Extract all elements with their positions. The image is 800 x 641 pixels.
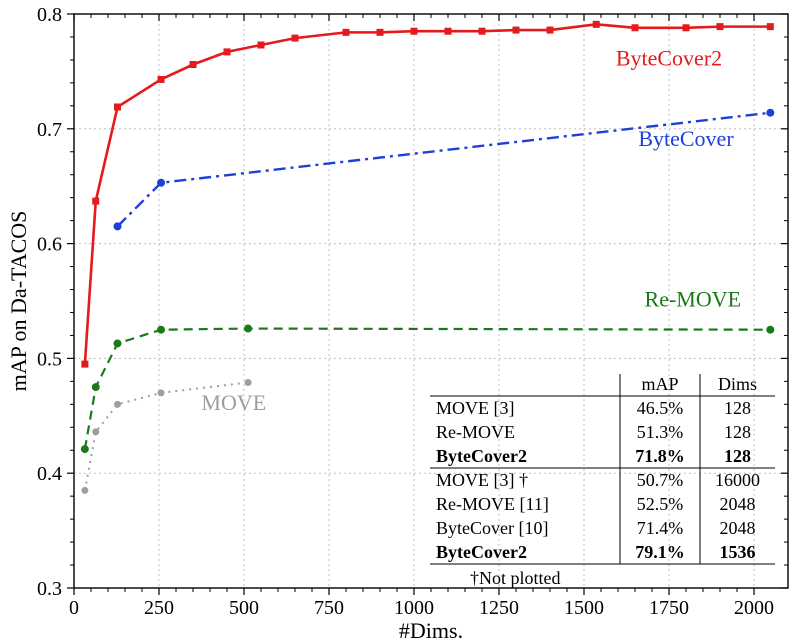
chart-container: 0 250 500 750 1000 1250 1500 1750 2000 0.3 0.4 0.5 0… (0, 0, 800, 641)
svg-text:0.7: 0.7 (37, 119, 62, 141)
marker (767, 24, 773, 30)
marker (92, 384, 99, 391)
table-cell: Re-MOVE (436, 422, 515, 442)
svg-text:500: 500 (229, 597, 259, 619)
table-cell: MOVE [3] † (436, 470, 528, 490)
series-label-Re-MOVE: Re-MOVE (645, 287, 742, 312)
marker (411, 28, 417, 34)
series-label-ByteCover: ByteCover (638, 126, 734, 151)
marker (81, 446, 88, 453)
table-cell: ByteCover [10] (436, 518, 548, 538)
table-cell: 128 (724, 398, 751, 418)
marker (190, 62, 196, 68)
svg-text:mAP: mAP (641, 374, 678, 394)
x-axis-label: #Dims. (399, 618, 463, 641)
marker (245, 325, 252, 332)
marker (292, 35, 298, 41)
marker (93, 429, 99, 435)
marker (224, 49, 230, 55)
table-cell: ByteCover2 (436, 446, 527, 466)
marker (114, 340, 121, 347)
table-cell: 71.8% (635, 446, 685, 466)
marker (445, 28, 451, 34)
marker (717, 24, 723, 30)
y-axis-label: mAP on Da-TACOS (6, 211, 31, 392)
marker (343, 29, 349, 35)
marker (547, 27, 553, 33)
svg-text:Dims: Dims (718, 374, 757, 394)
marker (513, 27, 519, 33)
table-cell: Re-MOVE [11] (436, 494, 549, 514)
table-cell: 51.3% (637, 422, 684, 442)
table-cell: 2048 (720, 518, 756, 538)
marker (377, 29, 383, 35)
svg-text:1500: 1500 (564, 597, 604, 619)
table-cell: 46.5% (637, 398, 684, 418)
svg-text:750: 750 (314, 597, 344, 619)
marker (158, 326, 165, 333)
svg-text:0.8: 0.8 (37, 4, 62, 26)
marker (114, 223, 121, 230)
table-cell: 79.1% (635, 542, 685, 562)
marker (82, 361, 88, 367)
marker (158, 179, 165, 186)
marker (632, 25, 638, 31)
table-cell: 128 (724, 422, 751, 442)
table-cell: 128 (724, 446, 751, 466)
svg-text:1000: 1000 (394, 597, 434, 619)
chart-svg: 0 250 500 750 1000 1250 1500 1750 2000 0.3 0.4 0.5 0… (0, 0, 800, 641)
table-footnote: †Not plotted (470, 568, 561, 588)
marker (82, 487, 88, 493)
svg-text:0.5: 0.5 (37, 348, 62, 370)
marker (115, 104, 121, 110)
table-cell: 2048 (720, 494, 756, 514)
series-label-MOVE: MOVE (201, 390, 266, 415)
series-label-ByteCover2: ByteCover2 (616, 46, 722, 71)
svg-text:2000: 2000 (734, 597, 774, 619)
marker (258, 42, 264, 48)
table-cell: ByteCover2 (436, 542, 527, 562)
svg-text:1250: 1250 (479, 597, 519, 619)
svg-text:0: 0 (69, 597, 79, 619)
svg-text:0.3: 0.3 (37, 578, 62, 600)
svg-text:0.6: 0.6 (37, 234, 62, 256)
table-cell: 50.7% (637, 470, 684, 490)
table-cell: 16000 (715, 470, 760, 490)
svg-text:1750: 1750 (649, 597, 689, 619)
table-cell: 71.4% (637, 518, 684, 538)
svg-text:0.4: 0.4 (37, 463, 62, 485)
marker (158, 76, 164, 82)
marker (158, 390, 164, 396)
marker (115, 401, 121, 407)
marker (767, 109, 774, 116)
table-cell: 1536 (720, 542, 756, 562)
marker (683, 25, 689, 31)
marker (245, 380, 251, 386)
marker (767, 326, 774, 333)
table-cell: MOVE [3] (436, 398, 515, 418)
table-cell: 52.5% (637, 494, 684, 514)
marker (593, 21, 599, 27)
marker (93, 198, 99, 204)
svg-text:250: 250 (144, 597, 174, 619)
marker (479, 28, 485, 34)
